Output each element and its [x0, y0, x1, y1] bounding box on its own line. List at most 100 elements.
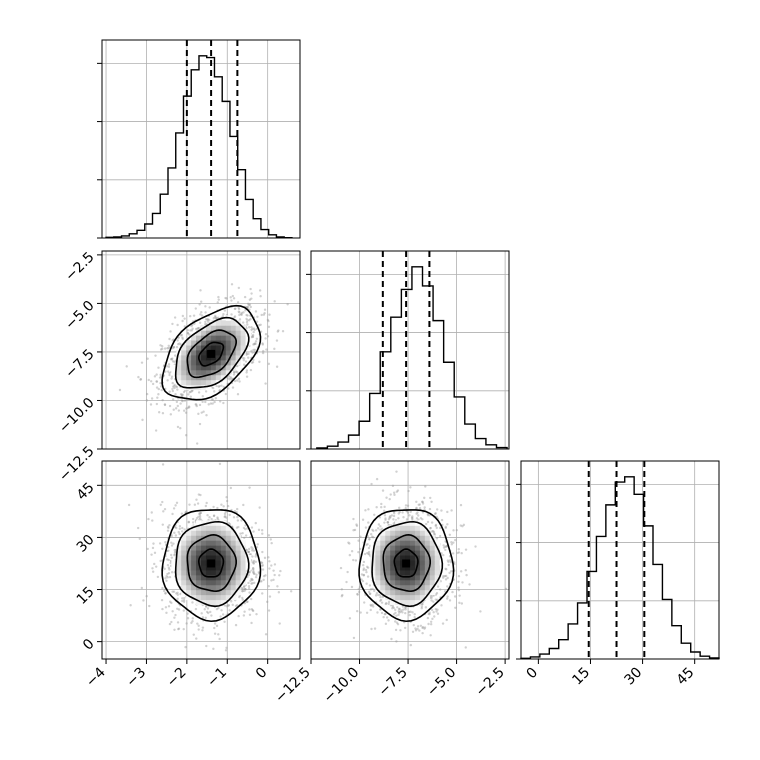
density-cell — [215, 540, 222, 546]
sample-point — [367, 508, 370, 511]
sample-point — [261, 568, 265, 571]
sample-point — [179, 334, 183, 337]
sample-point — [178, 342, 181, 345]
density-cell — [230, 340, 237, 346]
sample-point — [159, 559, 162, 563]
sample-point — [429, 496, 432, 500]
density-cell — [414, 550, 421, 556]
sample-point — [374, 529, 378, 532]
density-cell — [225, 589, 232, 596]
sample-point — [408, 613, 411, 617]
panel-content — [311, 461, 509, 659]
sample-point — [253, 328, 256, 332]
sample-point — [184, 511, 187, 514]
sample-point — [196, 327, 199, 330]
sample-point — [199, 511, 203, 515]
contour-1.5sigma — [174, 520, 250, 608]
sample-point — [186, 612, 189, 615]
density-cell — [205, 545, 212, 551]
density-cell — [240, 550, 247, 556]
sample-point — [175, 501, 179, 505]
sample-point — [247, 352, 250, 356]
sample-point — [389, 493, 392, 496]
density-cell — [215, 589, 222, 596]
sample-point — [457, 586, 460, 589]
sample-point — [146, 357, 149, 360]
sample-point — [447, 563, 450, 567]
sample-point — [461, 525, 464, 528]
sample-point — [251, 361, 255, 364]
sample-point — [380, 502, 383, 506]
sample-point — [251, 333, 255, 337]
sample-point — [446, 576, 449, 580]
sample-point — [416, 625, 420, 628]
sample-point — [187, 393, 190, 396]
sample-point — [196, 622, 199, 625]
sample-point — [264, 337, 267, 340]
density-cell — [191, 569, 197, 576]
sample-point — [152, 542, 155, 545]
sample-point — [356, 592, 359, 596]
sample-point — [457, 580, 460, 583]
sample-point — [255, 573, 258, 577]
density-cell — [176, 569, 182, 576]
density-cell — [205, 525, 212, 531]
sample-point — [176, 425, 180, 429]
sample-point — [355, 609, 359, 613]
density-cell — [191, 350, 197, 356]
sample-point — [161, 347, 164, 351]
sample-point — [459, 503, 463, 507]
density-cell — [210, 325, 217, 331]
density-cell — [205, 579, 212, 586]
sample-point — [208, 318, 211, 322]
sample-point — [438, 534, 442, 538]
sample-point — [204, 390, 208, 393]
sample-point — [187, 406, 191, 409]
x-tick-label-p1: −2.5 — [473, 665, 508, 700]
sample-point — [154, 354, 157, 357]
sample-point — [181, 337, 184, 341]
density-cell — [395, 579, 401, 586]
sample-point — [164, 606, 168, 609]
density-cell — [205, 325, 212, 331]
density-cell — [375, 584, 381, 591]
sample-point — [430, 500, 433, 503]
sample-point — [250, 578, 254, 581]
histogram-p0 — [105, 55, 293, 239]
sample-point — [395, 470, 398, 473]
sample-point — [275, 365, 279, 368]
density-cell — [225, 545, 232, 551]
sample-point — [245, 371, 248, 374]
sample-point — [371, 528, 374, 532]
density-cell — [171, 364, 177, 371]
sample-point — [362, 568, 365, 572]
density-cell — [196, 564, 202, 571]
sample-point — [198, 422, 202, 426]
sample-point — [230, 299, 233, 302]
sample-point — [266, 600, 269, 604]
sample-point — [251, 335, 255, 339]
sample-point — [242, 321, 245, 324]
density-cell — [419, 540, 426, 546]
sample-point — [249, 535, 252, 539]
sample-point — [440, 552, 443, 555]
density-cell — [210, 335, 217, 341]
sample-point — [166, 347, 169, 350]
sample-point — [254, 340, 258, 343]
sample-point — [432, 530, 436, 534]
density-cell — [191, 530, 197, 536]
density-cell — [434, 579, 441, 586]
sample-point — [371, 535, 374, 538]
sample-point — [153, 375, 157, 378]
sample-point — [174, 534, 178, 537]
density-cell — [230, 530, 237, 536]
sample-point — [357, 550, 360, 554]
density-cell — [220, 320, 227, 326]
density-cell — [196, 574, 202, 581]
sample-point — [223, 515, 226, 519]
sample-point — [252, 348, 255, 352]
sample-point — [212, 514, 216, 517]
sample-point — [357, 539, 360, 542]
density-cell — [201, 330, 207, 336]
sample-point — [258, 289, 262, 292]
